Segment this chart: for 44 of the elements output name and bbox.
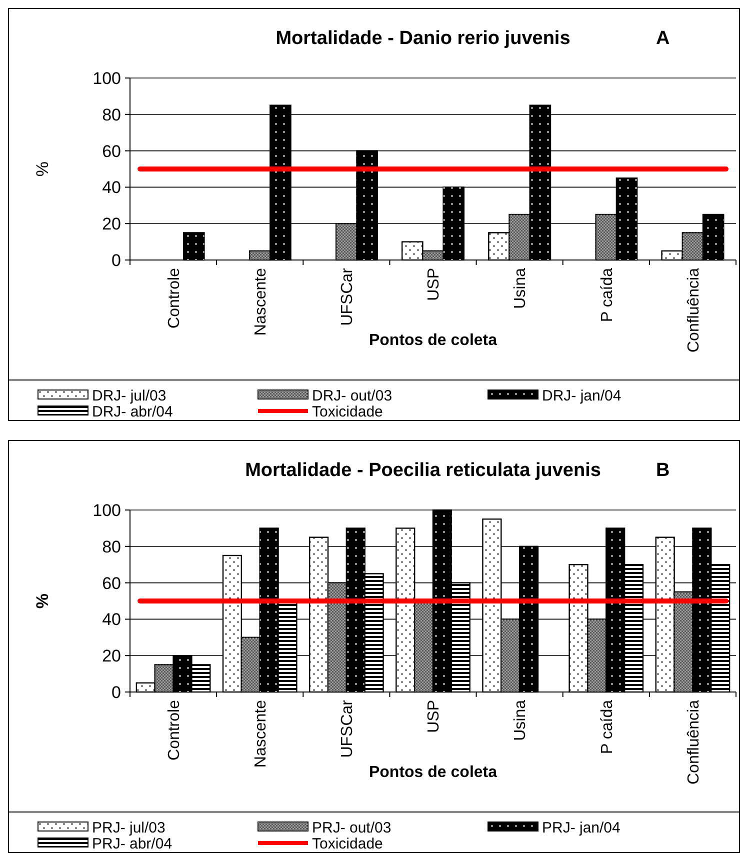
x-tick-label: Confluência bbox=[685, 268, 702, 352]
x-tick-label: UFSCar bbox=[339, 699, 356, 758]
y-tick-label: 40 bbox=[102, 610, 121, 630]
y-tick-label: 100 bbox=[92, 68, 121, 88]
y-tick-label: 60 bbox=[102, 574, 121, 593]
y-tick-label: 20 bbox=[102, 214, 121, 234]
legend-label: Toxicidade bbox=[312, 403, 383, 420]
legend-label: PRJ- jul/03 bbox=[92, 819, 166, 836]
text: B bbox=[656, 460, 670, 481]
y-tick-label: 80 bbox=[102, 105, 121, 124]
y-tick-label: 80 bbox=[102, 537, 121, 556]
y-axis-title: % bbox=[33, 593, 52, 609]
legend-label: DRJ- abr/04 bbox=[92, 403, 173, 420]
y-tick-label: 40 bbox=[102, 178, 121, 198]
x-tick-label: Nascente bbox=[252, 268, 270, 336]
y-axis-title: % bbox=[33, 161, 52, 177]
x-tick-label: Controle bbox=[166, 268, 183, 328]
x-tick-label: UFSCar bbox=[339, 267, 356, 326]
x-tick-label: USP bbox=[426, 700, 443, 733]
y-tick-label: 20 bbox=[102, 646, 121, 666]
legend-label: DRJ- jan/04 bbox=[542, 387, 622, 404]
x-tick-label: P caída bbox=[598, 700, 616, 754]
x-tick-label: Confluência bbox=[685, 700, 702, 784]
x-tick-label: Usina bbox=[512, 268, 530, 309]
chart-title: Mortalidade - Poecilia reticulata juvenis bbox=[245, 460, 601, 481]
legend-label: PRJ- abr/04 bbox=[92, 835, 172, 852]
y-tick-label: 60 bbox=[102, 142, 121, 161]
x-tick-label: Controle bbox=[166, 700, 183, 760]
x-tick-label: P caída bbox=[598, 268, 616, 322]
legend-label: Toxicidade bbox=[312, 835, 383, 852]
y-tick-label: 0 bbox=[112, 250, 121, 270]
x-axis-title: Pontos de coleta bbox=[368, 332, 498, 349]
x-tick-label: USP bbox=[426, 268, 443, 301]
x-tick-label: Usina bbox=[512, 700, 530, 741]
legend-label: DRJ- jul/03 bbox=[92, 387, 166, 404]
legend-label: PRJ- out/03 bbox=[312, 819, 392, 836]
x-axis-title: Pontos de coleta bbox=[368, 764, 498, 781]
chart-title: Mortalidade - Danio rerio juvenis bbox=[276, 28, 570, 49]
x-tick-label: Nascente bbox=[252, 700, 270, 768]
y-tick-label: 0 bbox=[112, 682, 121, 702]
legend-label: PRJ- jan/04 bbox=[542, 819, 620, 836]
y-tick-label: 100 bbox=[92, 500, 121, 520]
legend-label: DRJ- out/03 bbox=[312, 387, 392, 404]
text: A bbox=[656, 28, 670, 49]
